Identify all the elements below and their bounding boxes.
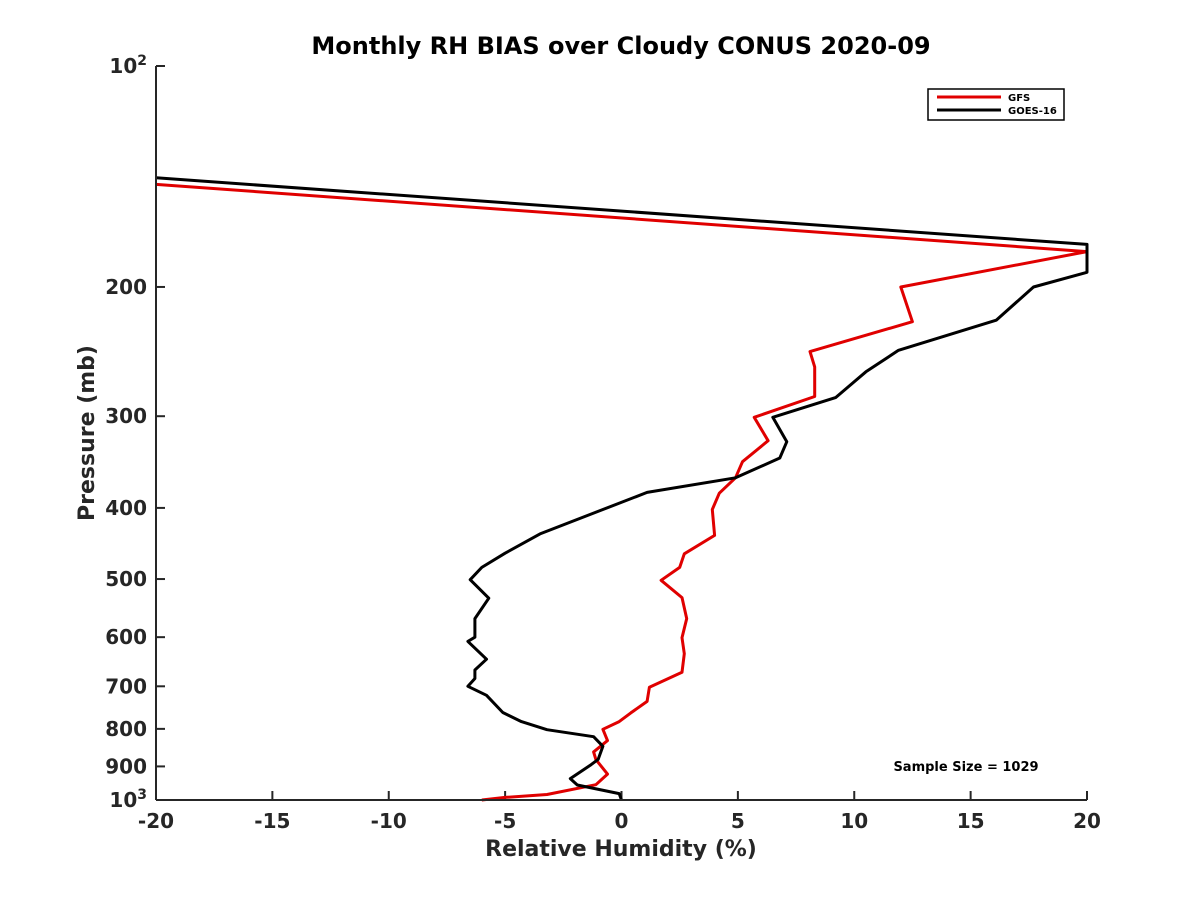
x-tick-label: -5 bbox=[494, 809, 516, 833]
legend: GFS GOES-16 bbox=[927, 88, 1065, 121]
legend-label-goes16: GOES-16 bbox=[1008, 106, 1057, 117]
y-tick-label: 103 bbox=[109, 787, 147, 812]
y-axis-label: Pressure (mb) bbox=[75, 345, 100, 521]
y-tick-label: 700 bbox=[105, 674, 147, 698]
y-tick-label: 300 bbox=[105, 404, 147, 428]
y-tick-label: 102 bbox=[109, 53, 147, 78]
y-tick-label: 900 bbox=[105, 754, 147, 778]
legend-box bbox=[927, 88, 1065, 121]
series-line-goes16 bbox=[155, 176, 1089, 801]
y-axis-ticks: 102 200 300 400 500 600 700 800 900 103 bbox=[105, 53, 165, 812]
x-axis-label: Relative Humidity (%) bbox=[485, 837, 757, 862]
y-tick-label: 600 bbox=[105, 625, 147, 649]
x-tick-label: 20 bbox=[1073, 809, 1101, 833]
x-tick-label: -10 bbox=[371, 809, 407, 833]
series-lines bbox=[155, 176, 1089, 802]
legend-label-gfs: GFS bbox=[1008, 93, 1030, 104]
x-tick-label: 10 bbox=[840, 809, 868, 833]
series-line-gfs bbox=[155, 182, 1089, 802]
x-tick-label: 15 bbox=[957, 809, 985, 833]
y-tick-label: 800 bbox=[105, 717, 147, 741]
y-tick-label: 200 bbox=[105, 275, 147, 299]
x-axis-ticks: -20 -15 -10 -5 0 5 10 15 20 bbox=[138, 791, 1101, 833]
x-tick-label: -15 bbox=[254, 809, 290, 833]
y-tick-label: 400 bbox=[105, 496, 147, 520]
x-tick-label: 0 bbox=[615, 809, 629, 833]
sample-size-note: Sample Size = 1029 bbox=[893, 760, 1038, 775]
y-tick-label: 500 bbox=[105, 567, 147, 591]
chart-title: Monthly RH BIAS over Cloudy CONUS 2020-0… bbox=[311, 32, 930, 60]
x-tick-label: -20 bbox=[138, 809, 174, 833]
x-tick-label: 5 bbox=[731, 809, 745, 833]
